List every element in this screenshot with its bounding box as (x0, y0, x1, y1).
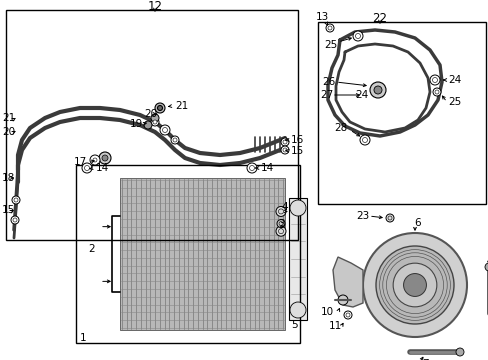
Circle shape (355, 33, 360, 39)
Circle shape (346, 313, 349, 317)
Text: 15: 15 (290, 146, 304, 156)
Circle shape (82, 163, 92, 173)
Circle shape (143, 121, 152, 129)
Bar (120, 178, 285, 330)
Circle shape (279, 222, 283, 226)
Circle shape (13, 218, 17, 222)
Text: 2: 2 (88, 244, 95, 255)
Text: 24: 24 (354, 90, 367, 100)
Text: 11: 11 (328, 321, 342, 331)
Circle shape (327, 26, 331, 30)
Bar (288, 198, 306, 320)
Text: 1: 1 (80, 333, 86, 343)
Circle shape (373, 86, 381, 94)
Text: 3: 3 (278, 219, 284, 229)
Text: 27: 27 (319, 90, 332, 100)
Circle shape (289, 200, 305, 216)
Text: 26: 26 (321, 77, 335, 87)
Text: 18: 18 (2, 173, 15, 183)
Text: 12: 12 (147, 0, 162, 13)
Circle shape (14, 198, 18, 202)
Circle shape (246, 163, 257, 173)
Circle shape (283, 140, 286, 144)
Circle shape (151, 114, 159, 122)
Circle shape (249, 166, 254, 171)
Circle shape (343, 311, 351, 319)
Circle shape (369, 82, 385, 98)
Circle shape (151, 118, 159, 126)
Circle shape (84, 166, 89, 171)
Circle shape (12, 196, 20, 204)
Text: 24: 24 (447, 75, 460, 85)
Circle shape (160, 125, 170, 135)
Polygon shape (332, 257, 362, 307)
Circle shape (392, 263, 436, 307)
Circle shape (11, 216, 19, 224)
Text: 14: 14 (96, 163, 109, 173)
Bar (76, 165, 299, 343)
Circle shape (281, 138, 288, 146)
Circle shape (173, 138, 177, 142)
Circle shape (275, 226, 285, 236)
Text: 5: 5 (291, 320, 298, 330)
Text: 21: 21 (175, 101, 188, 111)
Text: 23: 23 (355, 211, 368, 221)
Circle shape (387, 216, 391, 220)
Circle shape (375, 246, 453, 324)
Text: 19: 19 (130, 119, 143, 129)
Circle shape (362, 233, 466, 337)
Circle shape (362, 138, 367, 143)
Text: 7: 7 (421, 359, 428, 360)
Circle shape (352, 31, 362, 41)
Circle shape (99, 152, 111, 164)
Circle shape (278, 209, 283, 214)
Circle shape (455, 348, 463, 356)
Text: 21: 21 (2, 113, 15, 123)
Circle shape (171, 136, 179, 144)
Circle shape (281, 146, 288, 154)
Circle shape (102, 155, 108, 161)
Circle shape (283, 148, 286, 152)
Text: 25: 25 (447, 97, 460, 107)
Circle shape (289, 302, 305, 318)
Circle shape (275, 206, 285, 216)
Text: 14: 14 (261, 163, 274, 173)
Circle shape (157, 105, 162, 111)
Circle shape (325, 24, 333, 32)
Circle shape (153, 120, 157, 124)
Circle shape (93, 158, 97, 162)
Circle shape (162, 127, 167, 132)
Text: 13: 13 (315, 12, 328, 22)
Circle shape (429, 75, 439, 85)
Bar (6, 10, 297, 240)
Circle shape (434, 90, 438, 94)
Text: 25: 25 (324, 40, 337, 50)
Text: 20: 20 (2, 127, 15, 137)
Bar (317, 22, 485, 204)
Circle shape (432, 88, 440, 96)
Circle shape (155, 103, 164, 113)
Circle shape (278, 229, 283, 234)
Text: 10: 10 (320, 307, 333, 317)
Text: 4: 4 (281, 202, 287, 212)
Text: 20: 20 (143, 109, 157, 119)
Circle shape (337, 295, 347, 305)
Circle shape (359, 135, 369, 145)
Circle shape (276, 220, 285, 228)
Circle shape (90, 155, 100, 165)
Text: 28: 28 (333, 123, 346, 133)
Text: 8: 8 (486, 252, 488, 262)
Text: 15: 15 (2, 205, 15, 215)
Circle shape (484, 263, 488, 271)
Text: 22: 22 (372, 12, 386, 24)
Circle shape (431, 77, 437, 82)
Circle shape (403, 274, 426, 296)
Text: 17: 17 (74, 157, 87, 167)
Text: 16: 16 (290, 135, 304, 145)
Circle shape (385, 214, 393, 222)
Text: 6: 6 (414, 218, 421, 228)
